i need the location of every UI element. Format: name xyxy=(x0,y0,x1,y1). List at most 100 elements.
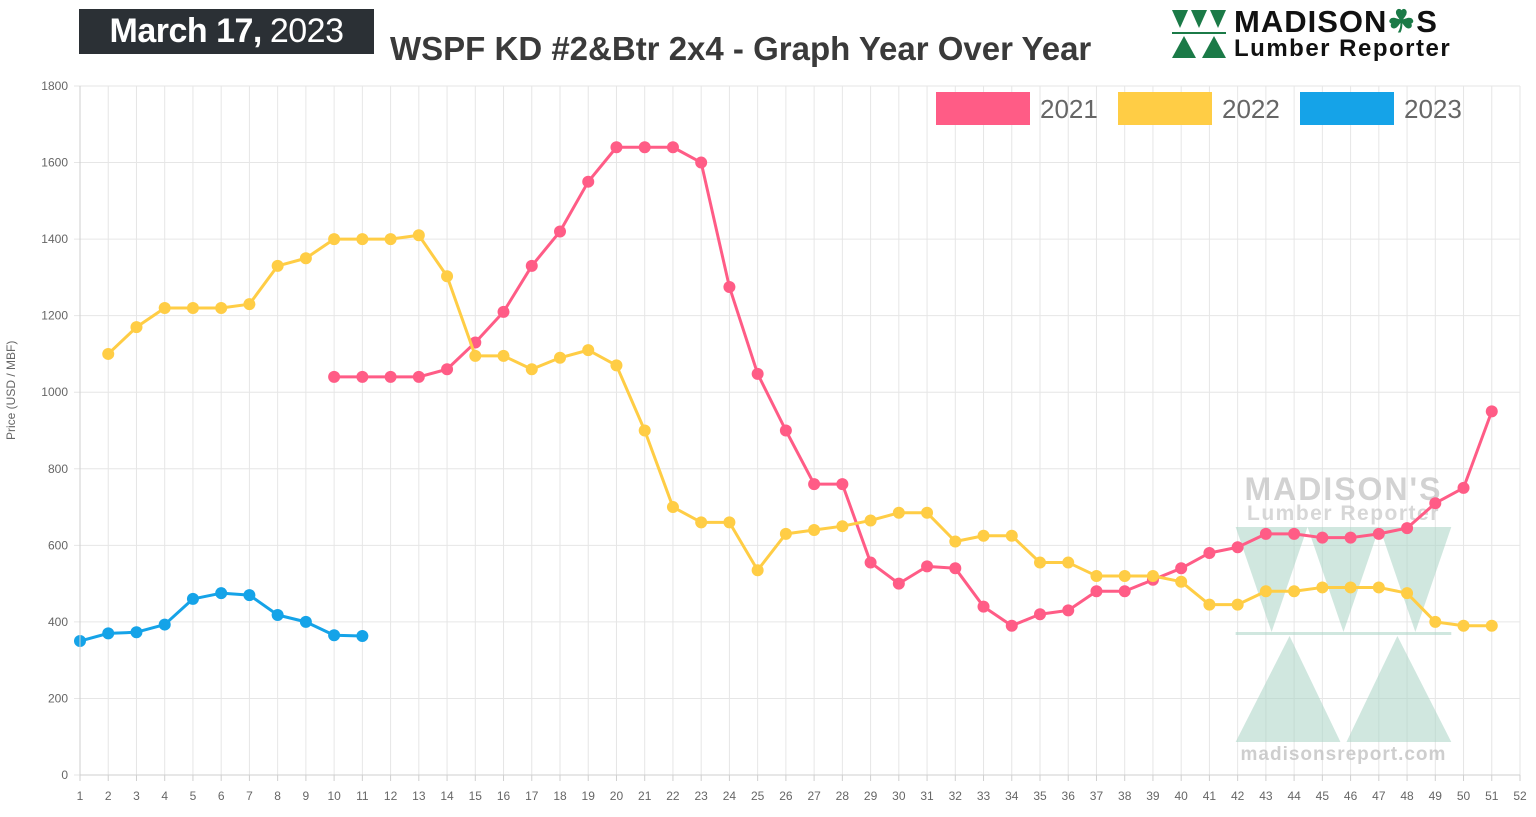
x-tick-label: 25 xyxy=(751,789,765,803)
data-point-2022 xyxy=(1090,569,1103,582)
x-tick-label: 34 xyxy=(1005,789,1019,803)
data-point-2022 xyxy=(158,302,171,315)
data-point-2023 xyxy=(271,608,284,621)
y-tick-label: 400 xyxy=(48,615,68,629)
data-point-2021 xyxy=(1429,497,1442,510)
x-tick-label: 10 xyxy=(327,789,341,803)
x-tick-label: 41 xyxy=(1203,789,1217,803)
watermark-triangle-down xyxy=(1379,527,1452,632)
data-point-2022 xyxy=(130,321,143,334)
watermark-triangle-down xyxy=(1235,527,1308,632)
x-tick-label: 7 xyxy=(246,789,253,803)
x-tick-label: 43 xyxy=(1259,789,1273,803)
x-tick-label: 52 xyxy=(1513,789,1527,803)
data-point-2022 xyxy=(977,529,990,542)
data-point-2022 xyxy=(1457,619,1470,632)
watermark-subtitle: Lumber Reporter xyxy=(1247,502,1440,525)
x-tick-label: 2 xyxy=(105,789,112,803)
x-tick-label: 32 xyxy=(949,789,963,803)
data-point-2021 xyxy=(1344,531,1357,544)
x-tick-label: 1 xyxy=(77,789,84,803)
x-tick-label: 50 xyxy=(1457,789,1471,803)
data-point-2022 xyxy=(525,363,538,376)
data-point-2022 xyxy=(723,516,736,529)
data-point-2022 xyxy=(1231,598,1244,611)
y-tick-label: 1200 xyxy=(41,309,68,323)
logo-name: MADISON☘S xyxy=(1234,4,1438,39)
x-tick-label: 45 xyxy=(1316,789,1330,803)
x-tick-label: 15 xyxy=(469,789,483,803)
data-point-2022 xyxy=(610,359,623,372)
data-point-2021 xyxy=(1034,608,1046,621)
y-tick-label: 1000 xyxy=(41,385,68,399)
data-point-2021 xyxy=(1062,604,1075,617)
data-point-2022 xyxy=(864,514,877,527)
watermark-triangle-down xyxy=(1307,527,1380,632)
watermark-bar xyxy=(1235,632,1452,635)
data-point-2021 xyxy=(1288,527,1301,540)
legend-swatch-2021[interactable] xyxy=(936,92,1030,125)
data-point-2023 xyxy=(215,587,228,600)
legend-label-2022[interactable]: 2022 xyxy=(1222,94,1280,124)
watermark-triangle-up xyxy=(1346,636,1452,742)
data-point-2021 xyxy=(949,562,962,575)
x-tick-label: 28 xyxy=(836,789,850,803)
y-tick-label: 600 xyxy=(48,538,68,552)
x-tick-label: 37 xyxy=(1090,789,1104,803)
y-tick-label: 200 xyxy=(48,691,68,705)
date-badge: March 17, 2023 xyxy=(79,9,374,54)
x-tick-label: 49 xyxy=(1429,789,1443,803)
x-tick-label: 27 xyxy=(807,789,821,803)
data-point-2021 xyxy=(779,424,792,437)
data-point-2022 xyxy=(1344,581,1357,594)
data-point-2022 xyxy=(1401,587,1414,600)
data-point-2021 xyxy=(1090,585,1103,598)
x-tick-label: 51 xyxy=(1485,789,1499,803)
x-tick-label: 35 xyxy=(1033,789,1047,803)
data-point-2022 xyxy=(1118,569,1131,582)
data-point-2022 xyxy=(1203,598,1216,611)
x-tick-label: 26 xyxy=(779,789,793,803)
data-point-2022 xyxy=(243,298,256,311)
data-point-2021 xyxy=(1175,562,1188,575)
data-point-2021 xyxy=(695,156,708,169)
x-tick-label: 3 xyxy=(133,789,140,803)
data-point-2022 xyxy=(808,524,821,537)
y-tick-label: 1400 xyxy=(41,232,68,246)
data-point-2022 xyxy=(1316,581,1329,594)
x-tick-label: 24 xyxy=(723,789,737,803)
data-point-2022 xyxy=(356,233,369,246)
data-point-2021 xyxy=(1316,531,1329,544)
legend-swatch-2023[interactable] xyxy=(1300,92,1394,125)
x-tick-label: 6 xyxy=(218,789,225,803)
logo-mark-icon xyxy=(1170,8,1228,60)
y-tick-label: 1800 xyxy=(41,79,68,93)
legend-label-2021[interactable]: 2021 xyxy=(1040,94,1098,124)
data-point-2021 xyxy=(441,363,454,376)
data-point-2022 xyxy=(779,527,792,540)
data-point-2022 xyxy=(554,351,566,364)
x-tick-label: 18 xyxy=(553,789,567,803)
data-point-2022 xyxy=(638,424,651,437)
x-tick-label: 14 xyxy=(440,789,454,803)
data-point-2021 xyxy=(1203,546,1216,559)
x-tick-label: 8 xyxy=(274,789,281,803)
legend: 2021 2022 2023 xyxy=(936,92,1462,125)
legend-swatch-2022[interactable] xyxy=(1118,92,1212,125)
data-point-2022 xyxy=(836,520,849,533)
data-point-2021 xyxy=(892,577,905,590)
data-point-2022 xyxy=(384,233,397,246)
x-tick-label: 21 xyxy=(638,789,652,803)
data-point-2022 xyxy=(102,347,115,360)
data-point-2021 xyxy=(666,141,679,154)
series-lines xyxy=(74,141,1498,648)
data-point-2022 xyxy=(1005,529,1018,542)
x-tick-label: 11 xyxy=(356,789,369,803)
x-tick-label: 5 xyxy=(190,789,197,803)
x-tick-label: 9 xyxy=(303,789,310,803)
data-point-2021 xyxy=(610,141,623,154)
data-point-2021 xyxy=(1457,481,1470,494)
date-year: 2023 xyxy=(269,12,344,50)
data-point-2022 xyxy=(1485,619,1498,632)
legend-label-2023[interactable]: 2023 xyxy=(1404,94,1462,124)
